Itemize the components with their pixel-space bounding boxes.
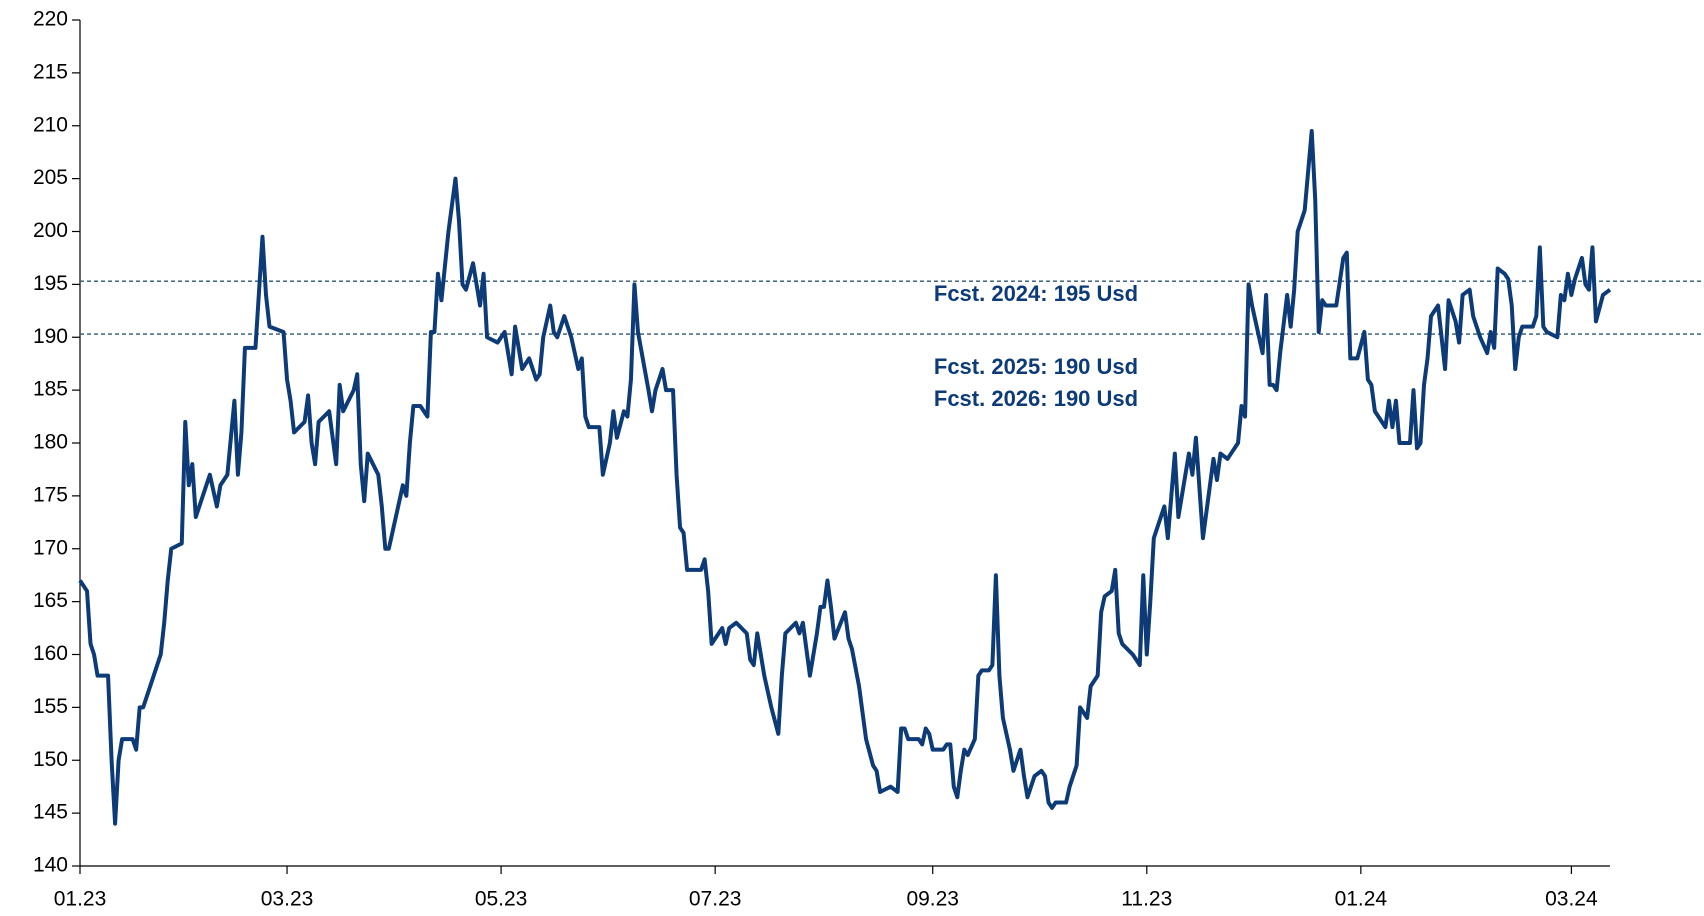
y-tick-label: 140: [33, 854, 68, 877]
price-line: [78, 129, 1612, 826]
annotation: Fcst. 2025: 190 Usd: [934, 354, 1138, 379]
y-tick-label: 190: [33, 325, 68, 348]
x-tick-label: 05.23: [475, 888, 528, 911]
y-tick-label: 165: [33, 589, 68, 612]
y-tick-label: 150: [33, 748, 68, 771]
annotation: Fcst. 2024: 195 Usd: [934, 281, 1138, 306]
y-tick-label: 180: [33, 431, 68, 454]
x-tick-label: 09.23: [906, 888, 959, 911]
y-tick-label: 200: [33, 219, 68, 242]
y-tick-label: 170: [33, 536, 68, 559]
y-tick-label: 205: [33, 166, 68, 189]
y-tick-label: 210: [33, 113, 68, 136]
x-tick-label: 07.23: [689, 888, 742, 911]
annotation: Fcst. 2026: 190 Usd: [934, 386, 1138, 411]
x-tick-label: 11.23: [1121, 888, 1172, 911]
y-tick-label: 155: [33, 695, 68, 718]
y-tick-label: 185: [33, 378, 68, 401]
x-tick-label: 03.23: [261, 888, 314, 911]
x-tick-label: 03.24: [1545, 888, 1598, 911]
x-tick-label: 01.24: [1335, 888, 1388, 911]
y-tick-label: 145: [33, 801, 68, 824]
y-tick-label: 175: [33, 483, 68, 506]
y-tick-label: 220: [33, 8, 68, 31]
x-tick-label: 01.23: [54, 888, 107, 911]
y-tick-label: 160: [33, 642, 68, 665]
y-tick-label: 195: [33, 272, 68, 295]
y-tick-label: 215: [33, 60, 68, 83]
